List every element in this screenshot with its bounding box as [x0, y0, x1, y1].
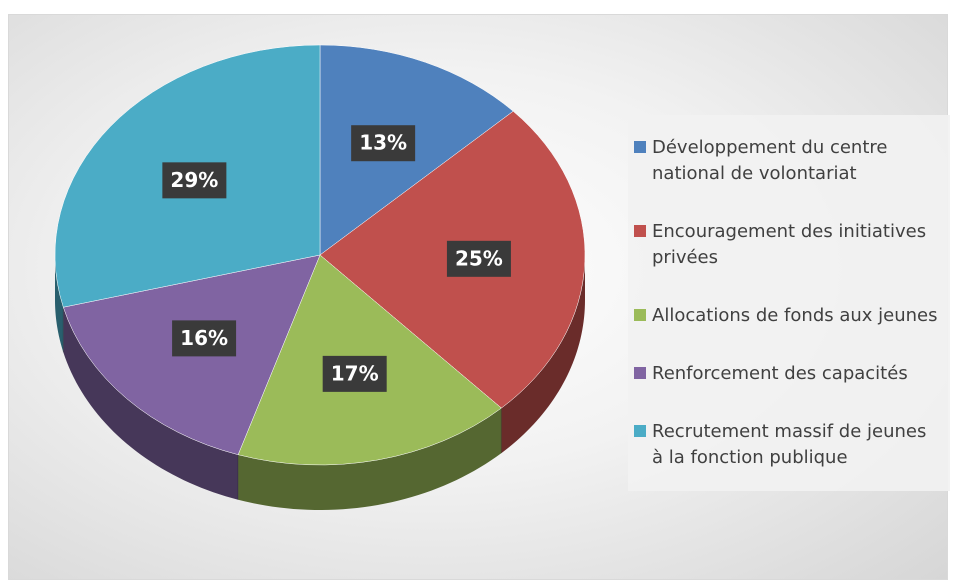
data-label: 13%	[359, 131, 407, 155]
data-label-box	[446, 240, 511, 277]
legend-label: Encouragement des initiatives privées	[652, 221, 927, 268]
legend-item: Renforcement des capacités	[628, 361, 950, 387]
legend-label: Développement du centre national de volo…	[652, 137, 888, 184]
data-label: 17%	[331, 361, 379, 385]
legend-swatch	[634, 425, 646, 437]
data-label: 25%	[455, 246, 503, 270]
slice-side	[238, 408, 502, 510]
legend-item: Recrutement massif de jeunes à la foncti…	[628, 419, 950, 471]
data-label-box	[162, 162, 227, 199]
legend: Développement du centre national de volo…	[628, 115, 950, 491]
slice-side	[55, 255, 64, 353]
legend-swatch	[634, 367, 646, 379]
legend-label: Allocations de fonds aux jeunes	[652, 305, 938, 326]
legend-item: Allocations de fonds aux jeunes	[628, 303, 950, 329]
data-label: 16%	[180, 326, 228, 350]
legend-label: Renforcement des capacités	[652, 363, 908, 384]
legend-swatch	[634, 225, 646, 237]
slice-side	[501, 255, 585, 454]
data-label-box	[351, 125, 416, 162]
data-label: 29%	[170, 168, 218, 192]
legend-item: Développement du centre national de volo…	[628, 135, 950, 187]
data-label-box	[322, 355, 387, 392]
legend-item: Encouragement des initiatives privées	[628, 219, 950, 271]
legend-swatch	[634, 141, 646, 153]
slice	[319, 44, 514, 256]
slice-side	[63, 307, 239, 500]
data-label-box	[172, 320, 237, 357]
legend-label: Recrutement massif de jeunes à la foncti…	[652, 421, 927, 468]
legend-swatch	[634, 309, 646, 321]
